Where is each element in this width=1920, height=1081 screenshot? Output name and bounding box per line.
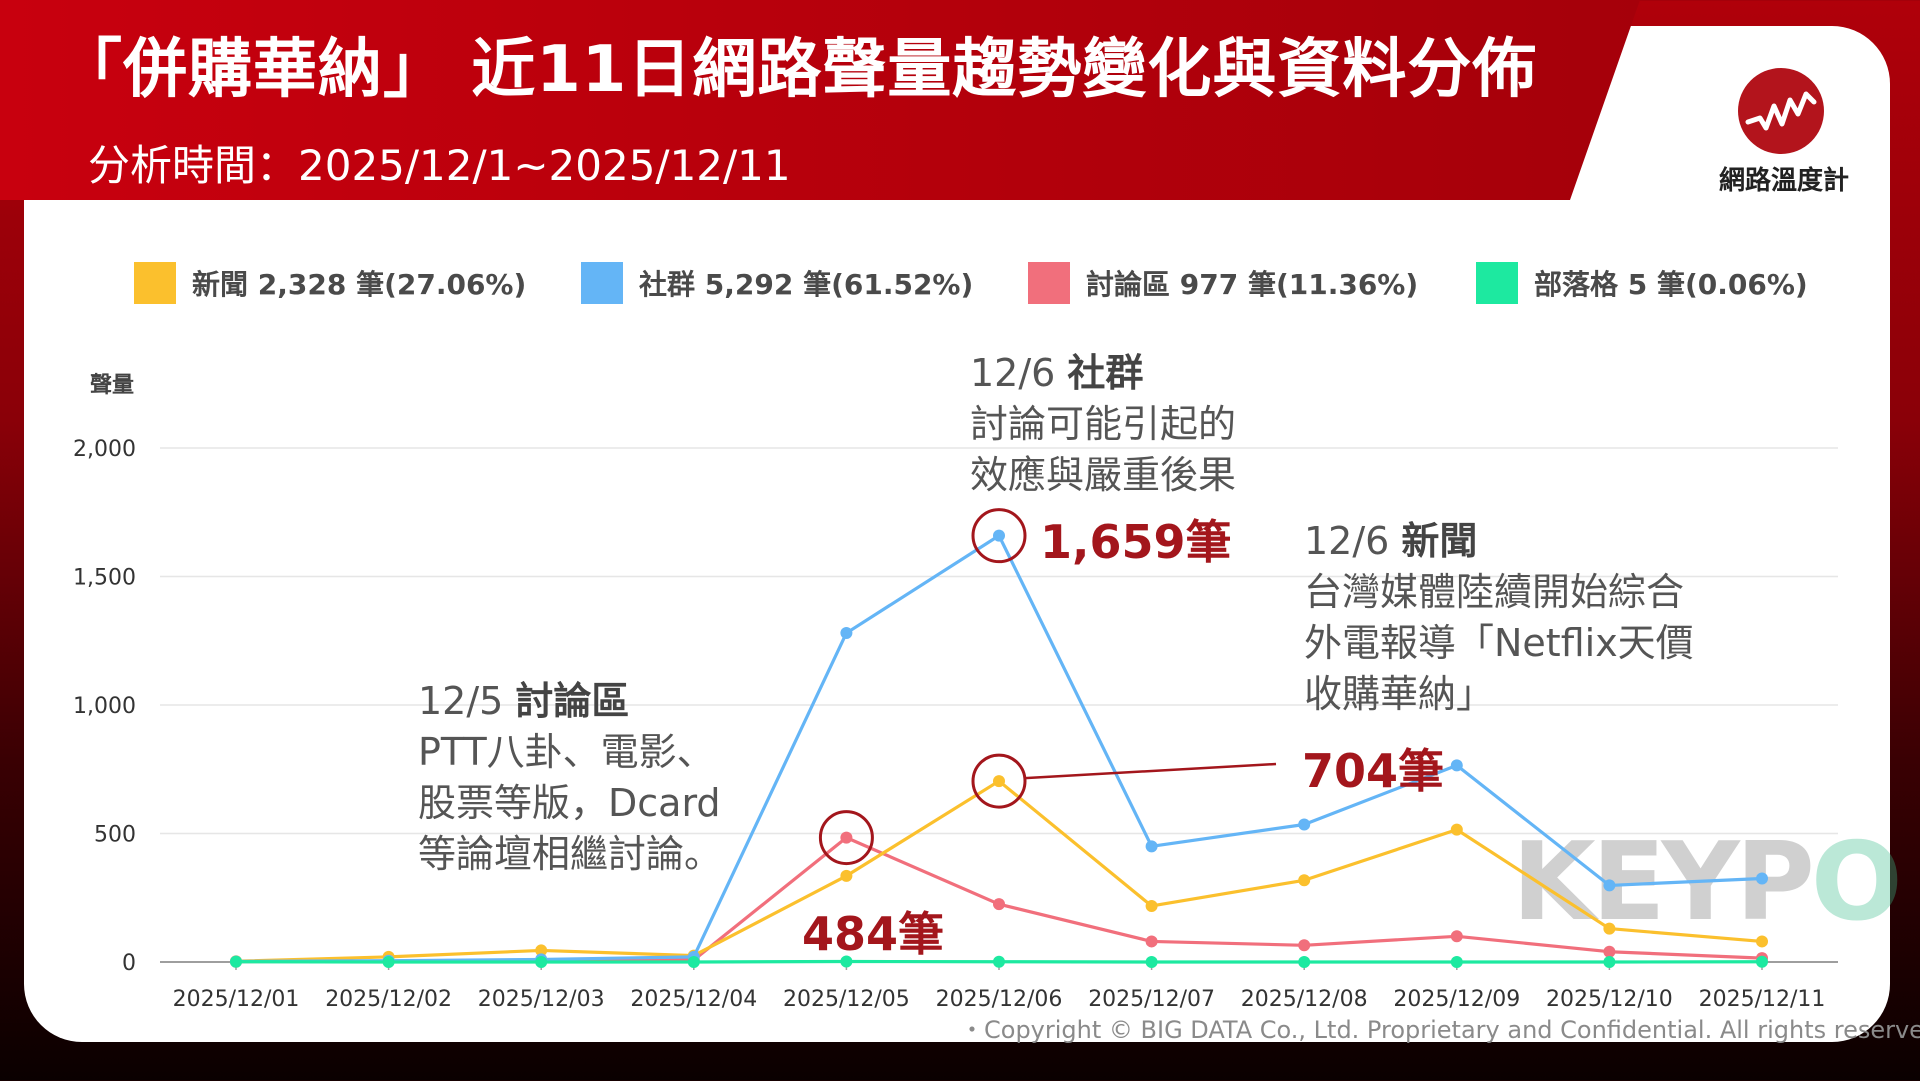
data-point	[1603, 945, 1616, 958]
data-point	[1450, 956, 1463, 968]
annotation-forum-heading: 12/5 討論區	[418, 679, 630, 723]
annotation-forum-line: PTT八卦、電影、	[418, 730, 715, 774]
brand-label: 網路溫度計	[1718, 166, 1849, 196]
data-point	[840, 831, 853, 844]
data-point	[1603, 879, 1616, 892]
annotation-social-line: 討論可能引起的	[970, 402, 1237, 446]
data-point	[840, 627, 853, 640]
annotation-forum-line: 股票等版，Dcard	[418, 781, 721, 825]
legend-swatch-news	[134, 262, 176, 304]
y-tick-label: 0	[122, 951, 136, 976]
x-tick-label: 2025/12/07	[1088, 987, 1215, 1012]
legend-swatch-forum	[1028, 262, 1070, 304]
x-tick-label: 2025/12/08	[1241, 987, 1368, 1012]
x-tick-label: 2025/12/09	[1393, 987, 1520, 1012]
annotation-social: 12/6 社群 討論可能引起的 效應與嚴重後果	[970, 348, 1236, 501]
y-tick-label: 2,000	[73, 437, 136, 462]
y-tick-label: 500	[94, 823, 136, 848]
thermometer-wave-icon	[1738, 68, 1824, 154]
legend-label-news: 新聞 2,328 筆(27.06%)	[192, 268, 527, 301]
x-tick-label: 2025/12/10	[1546, 987, 1673, 1012]
data-point	[230, 955, 242, 968]
data-point	[1603, 956, 1616, 968]
data-point	[687, 956, 700, 968]
data-point	[840, 955, 853, 968]
x-tick-label: 2025/12/06	[936, 987, 1063, 1012]
data-point	[1298, 939, 1311, 952]
x-tick-label: 2025/12/03	[478, 987, 605, 1012]
legend-item-blog[interactable]: 部落格 5 筆(0.06%)	[1476, 262, 1808, 304]
data-point	[993, 529, 1005, 542]
data-point	[1756, 872, 1768, 885]
callout-forum-peak: 484筆	[802, 907, 945, 961]
y-tick-label: 1,000	[73, 694, 136, 719]
annotation-forum-line: 等論壇相繼討論。	[418, 832, 723, 876]
data-point	[535, 956, 548, 968]
highlight-ring	[971, 508, 1027, 564]
y-tick-label: 1,500	[73, 566, 136, 591]
data-point	[1145, 935, 1158, 948]
analysis-period: 分析時間：2025/12/1~2025/12/11	[88, 141, 791, 190]
data-point	[1298, 874, 1311, 887]
data-point	[1756, 935, 1768, 948]
page-title: 「併購華納」 近11日網路聲量趨勢變化與資料分佈	[58, 33, 1538, 107]
legend-label-forum: 討論區 977 筆(11.36%)	[1086, 268, 1419, 301]
data-point	[1450, 759, 1463, 772]
data-point	[1145, 956, 1158, 968]
data-point	[535, 944, 548, 957]
y-axis-label: 聲量	[90, 373, 134, 398]
legend-label-social: 社群 5,292 筆(61.52%)	[639, 268, 974, 301]
annotation-news: 12/6 新聞 台灣媒體陸續開始綜合 外電報導「Netflix天價 收購華納」	[1304, 516, 1694, 720]
data-point	[1145, 840, 1158, 853]
annotation-forum: 12/5 討論區 PTT八卦、電影、 股票等版，Dcard 等論壇相繼討論。	[418, 676, 722, 880]
callout-social-peak: 1,659筆	[1040, 515, 1232, 569]
legend-swatch-social	[581, 262, 623, 304]
x-tick-label: 2025/12/02	[325, 987, 452, 1012]
callout-leader-line	[1024, 762, 1277, 780]
legend-item-forum[interactable]: 討論區 977 筆(11.36%)	[1028, 262, 1418, 304]
data-point	[1145, 899, 1158, 912]
highlight-ring	[971, 753, 1027, 809]
copyright-notice: ・Copyright © BIG DATA Co., Ltd. Propriet…	[960, 1016, 1920, 1044]
data-point	[840, 869, 853, 882]
legend-item-news[interactable]: 新聞 2,328 筆(27.06%)	[134, 262, 526, 304]
annotation-social-line: 效應與嚴重後果	[970, 453, 1237, 497]
callout-news-peak: 704筆	[1302, 744, 1445, 798]
annotation-social-heading: 12/6 社群	[970, 351, 1144, 395]
highlight-ring	[818, 810, 874, 866]
data-point	[1603, 922, 1616, 935]
data-point	[1450, 930, 1463, 943]
legend-swatch-blog	[1476, 262, 1518, 304]
annotation-news-line: 台灣媒體陸續開始綜合	[1304, 570, 1685, 614]
annotation-news-heading: 12/6 新聞	[1304, 519, 1478, 563]
data-point	[993, 775, 1005, 788]
x-tick-label: 2025/12/04	[630, 987, 757, 1012]
x-tick-label: 2025/12/11	[1699, 987, 1826, 1012]
legend-item-social[interactable]: 社群 5,292 筆(61.52%)	[581, 262, 973, 304]
x-tick-label: 2025/12/01	[173, 987, 300, 1012]
data-point	[993, 955, 1005, 968]
annotation-news-line: 收購華納」	[1304, 672, 1495, 716]
data-point	[1756, 955, 1768, 968]
legend-label-blog: 部落格 5 筆(0.06%)	[1534, 268, 1808, 301]
data-point	[993, 898, 1005, 911]
annotation-news-line: 外電報導「Netflix天價	[1304, 621, 1694, 665]
data-point	[1298, 818, 1311, 831]
x-tick-label: 2025/12/05	[783, 987, 910, 1012]
data-point	[1450, 823, 1463, 836]
data-point	[1298, 956, 1311, 968]
title-banner	[0, 0, 1640, 200]
data-point	[382, 956, 395, 968]
